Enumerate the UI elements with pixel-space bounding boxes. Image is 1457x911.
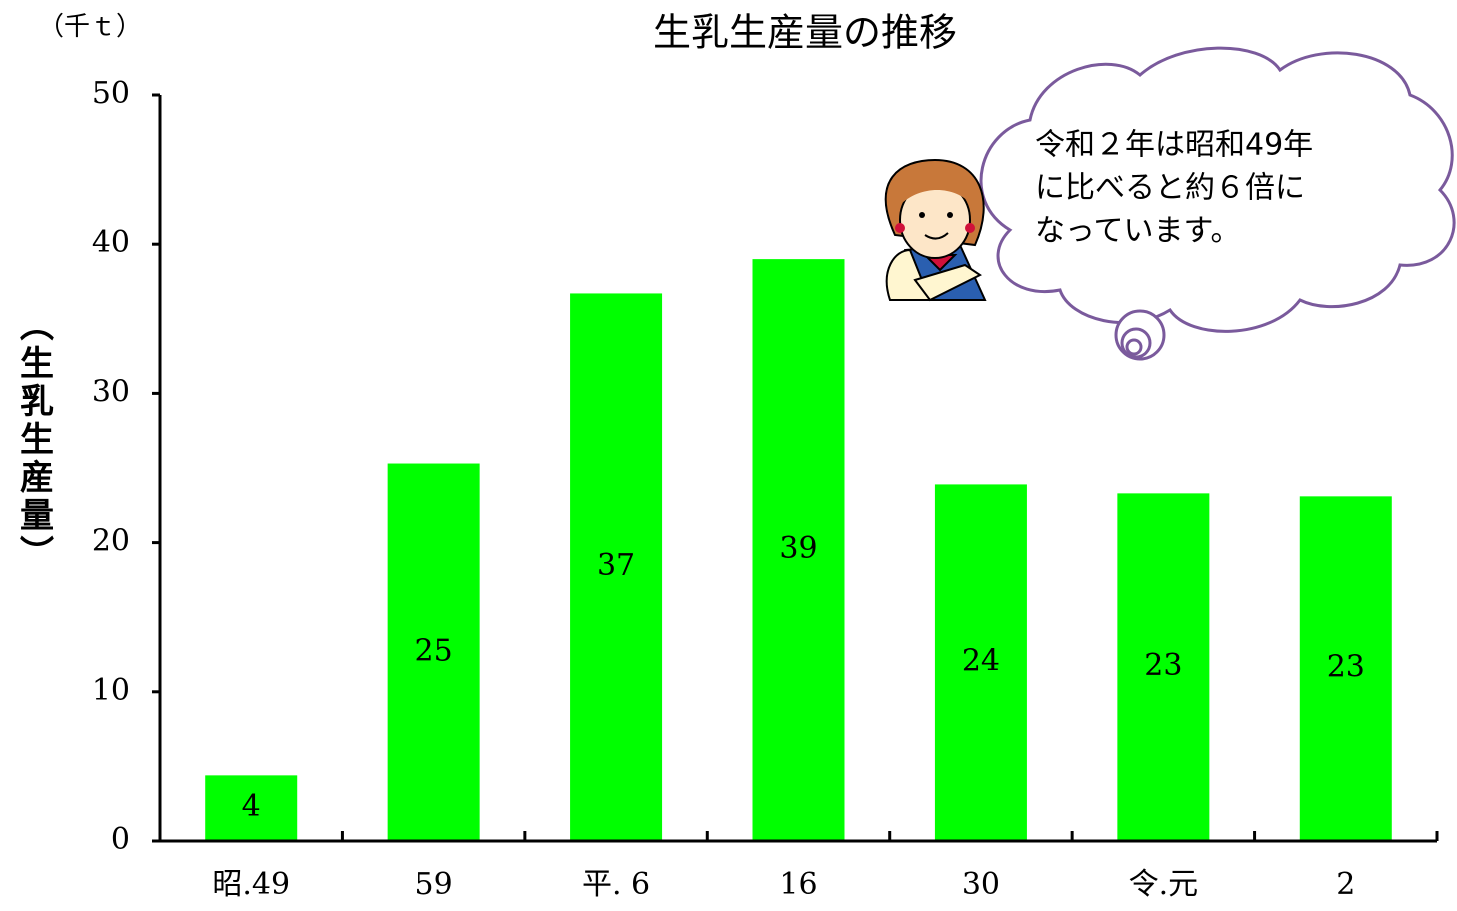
y-tick-label: 40 [92,225,130,260]
value-label: 23 [1144,648,1182,683]
value-label: 24 [962,644,1000,679]
x-tick-label: 昭.49 [212,867,290,902]
y-tick-label: 30 [92,374,130,409]
annotation-line: なっています。 [1035,214,1241,249]
chart-title: 生乳生産量の推移 [653,11,957,55]
value-label: 23 [1327,650,1365,685]
y-tick-label: 50 [92,76,130,111]
value-label: 39 [779,531,817,566]
x-tick-label: 平. 6 [582,867,650,902]
thought-bubble [1127,340,1141,354]
y-tick-label: 10 [92,673,130,708]
annotation-line: 令和２年は昭和49年 [1035,128,1313,163]
chart: 生乳生産量の推移 （千ｔ） （生乳生産量） 令和２年は昭和49年に比べると約６倍… [0,0,1457,911]
unit-label: （千ｔ） [38,12,142,42]
y-tick-label: 0 [111,822,130,857]
x-tick-label: 令.元 [1129,867,1199,902]
annotation-line: に比べると約６倍に [1035,171,1305,206]
x-tick-label: 16 [779,867,817,902]
girl-illustration [886,160,985,300]
value-label: 4 [242,789,261,824]
x-tick-label: 30 [962,867,1000,902]
value-label: 37 [597,548,635,583]
x-tick-label: 2 [1336,867,1355,902]
x-tick-label: 59 [415,867,453,902]
y-tick-label: 20 [92,524,130,559]
y-axis-label: （生乳生産量） [14,307,54,573]
value-label: 25 [415,633,453,668]
